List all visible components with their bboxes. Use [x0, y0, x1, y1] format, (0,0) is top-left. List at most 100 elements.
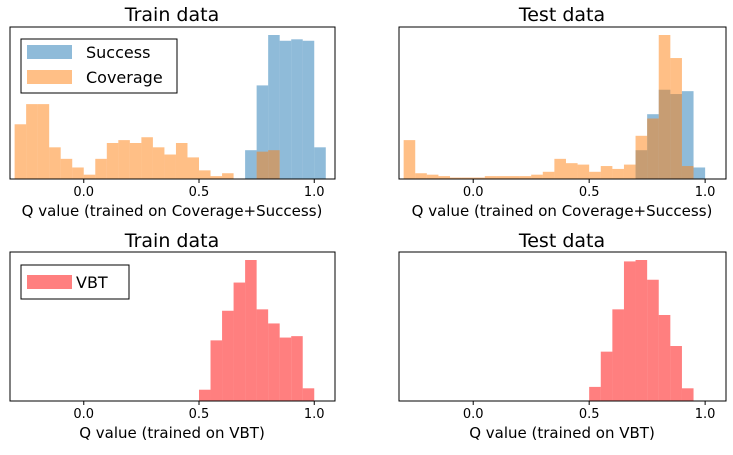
bar-success [302, 40, 315, 180]
axes-frame [9, 251, 336, 402]
legend-label-success: Success [86, 43, 150, 62]
bar-vbt [233, 282, 246, 401]
bar-coverage [152, 147, 165, 179]
bar-vbt [245, 260, 257, 401]
x-axis-label: Q value (trained on Coverage+Success) [412, 202, 713, 220]
bar-vbt [279, 337, 292, 401]
bar-coverage [72, 167, 84, 179]
legend-swatch-coverage [27, 70, 72, 84]
x-tick-label: 0.5 [189, 407, 210, 422]
axes-frame [398, 251, 727, 402]
legend: Success Coverage [20, 38, 178, 94]
axes-frame [9, 26, 336, 180]
bar-coverage [438, 176, 451, 179]
x-tick-label: 0.5 [189, 185, 210, 200]
bar-success [256, 85, 269, 179]
bar-coverage [461, 177, 474, 179]
legend-label-vbt: VBT [76, 273, 108, 292]
bar-coverage [531, 174, 543, 179]
bar-coverage [496, 176, 508, 179]
bar-coverage [141, 137, 153, 179]
bar-vbt [210, 340, 223, 401]
bar-coverage [199, 170, 211, 179]
bar-coverage [681, 166, 694, 179]
legend: VBT [20, 264, 130, 300]
bar-vbt [302, 388, 315, 401]
x-ticks: 0.0 0.5 1.0 [463, 401, 716, 422]
bar-vbt [681, 388, 694, 401]
bar-coverage [222, 173, 234, 179]
x-ticks: 0.0 0.5 1.0 [73, 401, 325, 422]
bar-vbt [635, 260, 648, 401]
bar-coverage [14, 124, 27, 179]
bar-coverage [118, 140, 130, 179]
x-tick-label: 1.0 [695, 185, 716, 200]
x-axis-label: Q value (trained on VBT) [79, 424, 265, 442]
x-tick-label: 0.0 [73, 185, 94, 200]
histogram-panel-train-coverage-success: Train data 0.0 0.5 1.0 Q value (trained on… [9, 4, 336, 220]
x-tick-label: 1.0 [304, 185, 325, 200]
histogram-panel-test-coverage-success: Test data 0.0 0.5 1.0 Q value (trained on … [398, 4, 727, 220]
bar-vbt [199, 389, 211, 401]
bar-coverage [256, 151, 269, 179]
panel-title: Test data [518, 230, 605, 252]
bar-coverage [519, 176, 532, 179]
bar-coverage [542, 171, 555, 179]
bar-vbt [670, 346, 682, 401]
bar-vbt [600, 351, 613, 401]
bar-coverage [83, 174, 96, 179]
x-tick-label: 0.0 [463, 407, 484, 422]
legend-swatch-success [27, 45, 72, 59]
bar-coverage [268, 150, 280, 179]
bar-vbt [658, 314, 671, 401]
x-tick-label: 0.5 [579, 185, 600, 200]
x-ticks: 0.0 0.5 1.0 [463, 179, 716, 200]
bar-vbt [256, 309, 269, 401]
x-tick-label: 0.5 [579, 407, 600, 422]
bar-coverage [26, 104, 38, 179]
bar-vbt [647, 279, 659, 401]
bar-success [245, 150, 257, 179]
x-axis-label: Q value (trained on Coverage+Success) [22, 202, 323, 220]
bar-vbt [589, 386, 601, 401]
bar-success [268, 35, 280, 179]
bar-coverage [484, 176, 497, 179]
bar-coverage [647, 118, 659, 179]
bar-coverage [565, 163, 578, 179]
bar-vbt [268, 323, 280, 401]
bar-vbt [222, 310, 234, 401]
bar-success [693, 167, 706, 179]
x-tick-label: 1.0 [695, 407, 716, 422]
x-tick-label: 1.0 [304, 407, 325, 422]
histogram-panel-train-vbt: Train data 0.0 0.5 1.0 Q value (trained on… [9, 230, 336, 442]
bars [14, 35, 326, 180]
bar-coverage [635, 135, 648, 179]
bar-success [314, 147, 326, 179]
bar-coverage [106, 143, 119, 179]
axes-frame [398, 26, 727, 180]
bar-coverage [612, 168, 624, 179]
bar-coverage [403, 140, 416, 179]
bar-success [291, 39, 303, 179]
histogram-panel-test-vbt: Test data 0.0 0.5 1.0 Q value (trained on … [398, 230, 727, 442]
bar-coverage [623, 164, 636, 179]
legend-label-coverage: Coverage [86, 68, 163, 87]
bar-coverage [473, 177, 485, 179]
bar-coverage [658, 35, 671, 179]
bar-coverage [589, 171, 601, 179]
bar-coverage [600, 166, 613, 179]
bar-coverage [210, 176, 223, 179]
bar-coverage [164, 154, 176, 179]
bar-vbt [612, 309, 624, 401]
panel-title: Train data [124, 4, 219, 26]
bar-coverage [37, 104, 50, 179]
bar-coverage [95, 158, 107, 179]
x-ticks: 0.0 0.5 1.0 [73, 179, 325, 200]
bars [589, 260, 694, 401]
bar-coverage [49, 147, 61, 179]
bar-vbt [291, 336, 303, 401]
bar-coverage [175, 143, 188, 179]
bar-coverage [415, 173, 427, 179]
bar-coverage [554, 158, 566, 179]
